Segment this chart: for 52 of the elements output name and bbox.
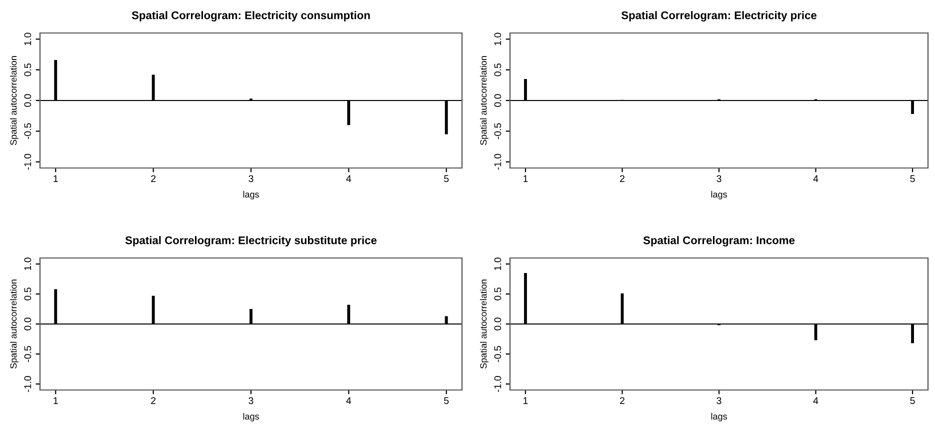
x-axis-title: lags <box>711 190 727 200</box>
y-tick-label: -0.5 <box>494 346 502 362</box>
y-tick-label: -0.5 <box>24 346 32 362</box>
x-tick-label: 5 <box>444 175 449 182</box>
y-tick-label: -0.5 <box>24 123 32 140</box>
y-axis-title: Spatial autocorrelation <box>10 280 18 369</box>
x-axis-title: lags <box>711 412 727 422</box>
y-tick-label: -0.5 <box>494 123 502 140</box>
x-tick-label: 3 <box>716 397 722 404</box>
y-tick-label: 0.5 <box>494 288 502 300</box>
chart-title: Spatial Correlogram: Electricity price <box>621 11 816 22</box>
x-tick-label: 4 <box>813 175 818 182</box>
x-tick-label: 5 <box>910 175 915 182</box>
chart-title: Spatial Correlogram: Electricity consumption <box>132 11 370 22</box>
y-tick-label: 0.0 <box>494 94 502 107</box>
x-axis-title: lags <box>243 412 259 422</box>
x-tick-label: 3 <box>716 175 722 182</box>
x-tick-label: 2 <box>620 175 624 182</box>
chart-title: Spatial Correlogram: Electricity substitute price <box>125 236 377 246</box>
chart-title: Spatial Correlogram: Income <box>643 236 795 246</box>
x-tick-label: 5 <box>444 397 449 404</box>
x-tick-label: 2 <box>151 397 156 404</box>
y-tick-label: 0.0 <box>24 318 32 330</box>
y-tick-label: 1.0 <box>494 32 502 46</box>
y-axis-title: Spatial autocorrelation <box>10 56 18 146</box>
x-tick-label: 1 <box>54 397 58 404</box>
y-tick-label: -1.0 <box>494 154 502 170</box>
x-tick-label: 4 <box>346 175 352 182</box>
y-tick-label: -1.0 <box>24 376 32 392</box>
y-tick-label: -1.0 <box>494 376 502 392</box>
y-tick-label: 1.0 <box>24 32 32 46</box>
y-tick-label: 0.5 <box>24 63 32 76</box>
x-tick-label: 3 <box>248 397 254 404</box>
y-tick-label: 0.0 <box>494 318 502 330</box>
y-tick-label: -1.0 <box>24 154 32 170</box>
x-tick-label: 3 <box>248 175 254 182</box>
y-tick-label: 1.0 <box>24 258 32 270</box>
y-tick-label: 0.5 <box>494 63 502 76</box>
y-tick-label: 1.0 <box>494 258 502 270</box>
x-tick-label: 1 <box>524 175 528 182</box>
y-axis-title: Spatial autocorrelation <box>480 56 488 146</box>
x-tick-label: 2 <box>151 175 156 182</box>
x-tick-label: 4 <box>346 397 352 404</box>
y-tick-label: 0.5 <box>24 288 32 300</box>
x-tick-label: 4 <box>813 397 818 404</box>
x-tick-label: 2 <box>620 397 624 404</box>
x-tick-label: 5 <box>910 397 915 404</box>
y-tick-label: 0.0 <box>24 94 32 107</box>
y-axis-title: Spatial autocorrelation <box>480 280 488 369</box>
x-axis-title: lags <box>243 190 259 200</box>
x-tick-label: 1 <box>524 397 528 404</box>
x-tick-label: 1 <box>54 175 58 182</box>
